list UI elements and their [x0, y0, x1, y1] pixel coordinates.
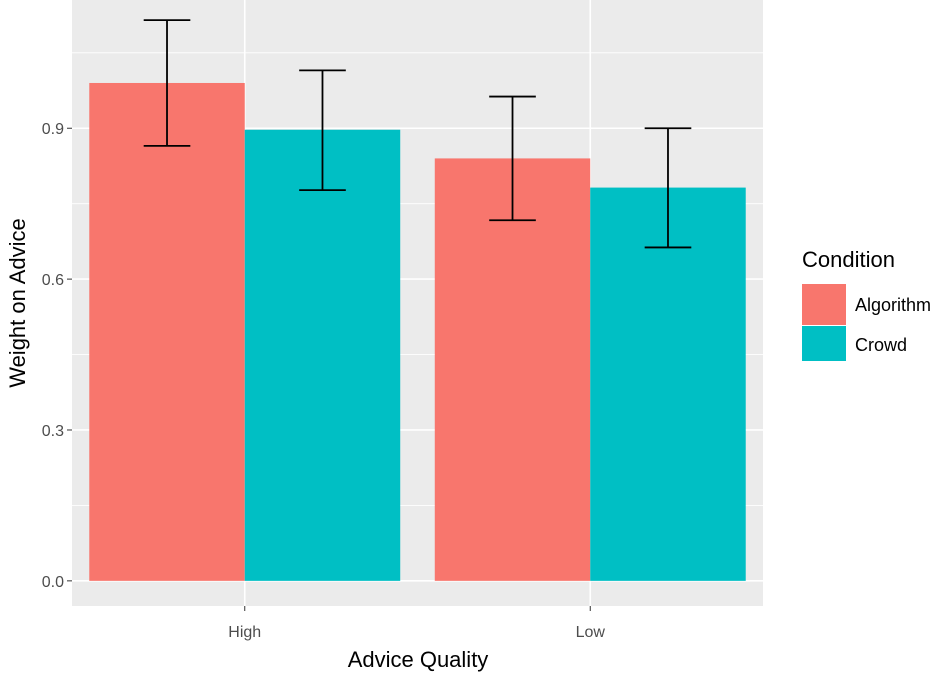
legend: Condition Algorithm Crowd [802, 247, 931, 361]
bar-crowd-low [590, 187, 746, 581]
y-tick-label: 0.9 [42, 121, 64, 138]
x-axis-title: Advice Quality [348, 647, 489, 672]
legend-label-algorithm: Algorithm [855, 295, 931, 315]
bar-algorithm-high [89, 82, 245, 581]
x-tick-label: Low [576, 624, 606, 641]
error-bars [143, 19, 692, 249]
legend-key-crowd [802, 326, 846, 361]
bar-crowd-high [244, 129, 401, 581]
y-tick-label: 0.6 [42, 272, 64, 289]
legend-title: Condition [802, 247, 895, 272]
bars [89, 82, 746, 581]
legend-key-algorithm [802, 284, 846, 325]
y-axis-title: Weight on Advice [5, 218, 30, 388]
bar-algorithm-low [434, 158, 591, 581]
x-axis-ticks: High Low [228, 606, 605, 641]
legend-label-crowd: Crowd [855, 335, 907, 355]
x-tick-label: High [228, 624, 261, 641]
y-tick-label: 0.0 [42, 574, 64, 591]
y-tick-label: 0.3 [42, 423, 64, 440]
y-axis-ticks: 0.0 0.3 0.6 0.9 [42, 121, 72, 591]
